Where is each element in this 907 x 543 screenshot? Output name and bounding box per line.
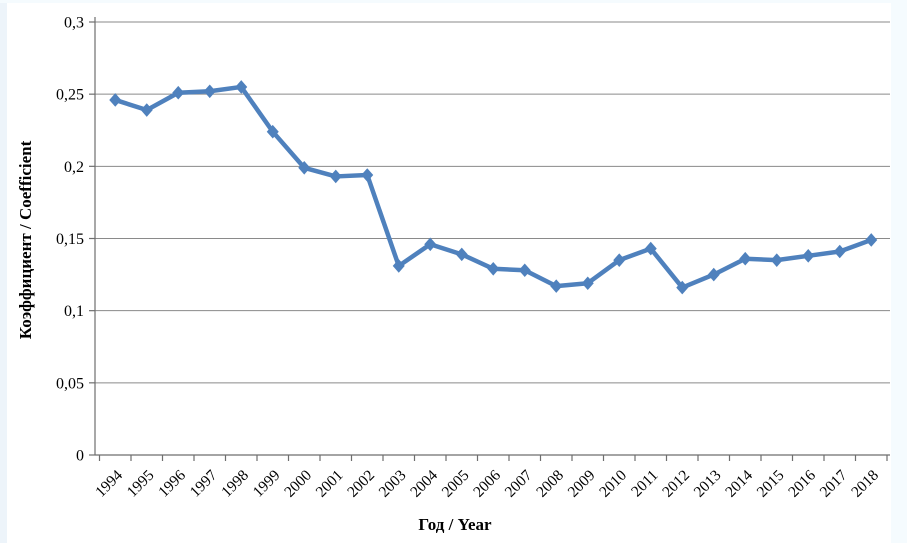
data-point-marker bbox=[455, 247, 468, 262]
x-tick-label: 2007 bbox=[502, 467, 536, 501]
data-point-marker bbox=[203, 84, 216, 99]
x-tick-label: 2018 bbox=[848, 467, 882, 501]
data-point-marker bbox=[833, 244, 846, 259]
x-tick-label: 2001 bbox=[313, 467, 347, 501]
y-tick-label: 0,05 bbox=[56, 375, 84, 392]
data-point-marker bbox=[392, 259, 405, 273]
data-point-marker bbox=[235, 80, 248, 94]
data-point-marker bbox=[172, 85, 185, 100]
x-tick-label: 1997 bbox=[187, 467, 221, 501]
x-tick-label: 2002 bbox=[344, 467, 378, 501]
data-point-marker bbox=[487, 262, 500, 276]
x-tick-label: 2016 bbox=[785, 467, 819, 501]
data-point-marker bbox=[140, 103, 153, 117]
data-point-marker bbox=[550, 279, 563, 293]
data-point-marker bbox=[770, 253, 783, 267]
page-edge-left bbox=[0, 0, 7, 543]
data-point-marker bbox=[109, 93, 122, 107]
data-point-marker bbox=[613, 253, 626, 267]
data-point-marker bbox=[361, 168, 374, 182]
x-tick-label: 1999 bbox=[250, 467, 284, 501]
x-tick-label: 2015 bbox=[754, 467, 788, 501]
data-point-marker bbox=[802, 249, 815, 263]
data-point-marker bbox=[739, 251, 752, 266]
data-point-marker bbox=[266, 124, 279, 139]
data-series bbox=[109, 80, 878, 295]
data-point-marker bbox=[424, 237, 437, 252]
x-tick-label: 2013 bbox=[691, 467, 725, 501]
x-tick-label: 2012 bbox=[659, 467, 693, 501]
x-tick-label: 2017 bbox=[817, 467, 851, 501]
x-tick-labels: 1994199519961997199819992000200120022003… bbox=[92, 467, 882, 501]
x-tick-label: 1995 bbox=[124, 467, 158, 501]
x-tick-label: 1998 bbox=[218, 467, 252, 501]
page-edge-top bbox=[0, 0, 907, 3]
y-tick-labels: 0 0,05 0,1 0,15 0,2 0,25 0,3 bbox=[56, 15, 84, 465]
data-point-marker bbox=[676, 280, 689, 295]
x-axis-title: Год / Year bbox=[418, 515, 492, 534]
x-tick-label: 1996 bbox=[155, 467, 189, 501]
data-line bbox=[113, 84, 874, 290]
y-tick-label: 0,1 bbox=[64, 303, 84, 320]
data-point-marker bbox=[707, 267, 720, 282]
y-tick-label: 0 bbox=[76, 448, 84, 465]
x-tick-label: 2000 bbox=[281, 467, 315, 501]
gridlines bbox=[95, 21, 890, 384]
data-point-marker bbox=[518, 263, 531, 278]
x-tick-label: 1994 bbox=[92, 467, 126, 501]
x-tick-label: 2004 bbox=[407, 467, 441, 501]
y-tick-label: 0,15 bbox=[56, 231, 84, 248]
y-tick-label: 0,3 bbox=[64, 15, 84, 32]
y-axis-title: Коэффициент / Coefficient bbox=[16, 140, 35, 339]
y-tick-label: 0,25 bbox=[56, 87, 84, 104]
data-point-marker bbox=[581, 276, 594, 291]
data-point-marker bbox=[644, 241, 657, 256]
data-point-marker bbox=[298, 160, 311, 175]
x-tick-label: 2014 bbox=[722, 467, 756, 501]
x-tick-label: 2011 bbox=[628, 467, 662, 501]
x-tick-label: 2006 bbox=[470, 467, 504, 501]
x-tick-label: 2005 bbox=[439, 467, 473, 501]
data-point-marker bbox=[865, 233, 878, 247]
x-tick-label: 2008 bbox=[533, 467, 567, 501]
data-point-marker bbox=[329, 169, 342, 184]
x-tick-label: 2003 bbox=[376, 467, 410, 501]
axes bbox=[89, 17, 890, 461]
x-tick-label: 2010 bbox=[596, 467, 630, 501]
x-tick-label: 2009 bbox=[565, 467, 599, 501]
y-tick-label: 0,2 bbox=[64, 159, 84, 176]
page-edge-right bbox=[891, 0, 907, 543]
